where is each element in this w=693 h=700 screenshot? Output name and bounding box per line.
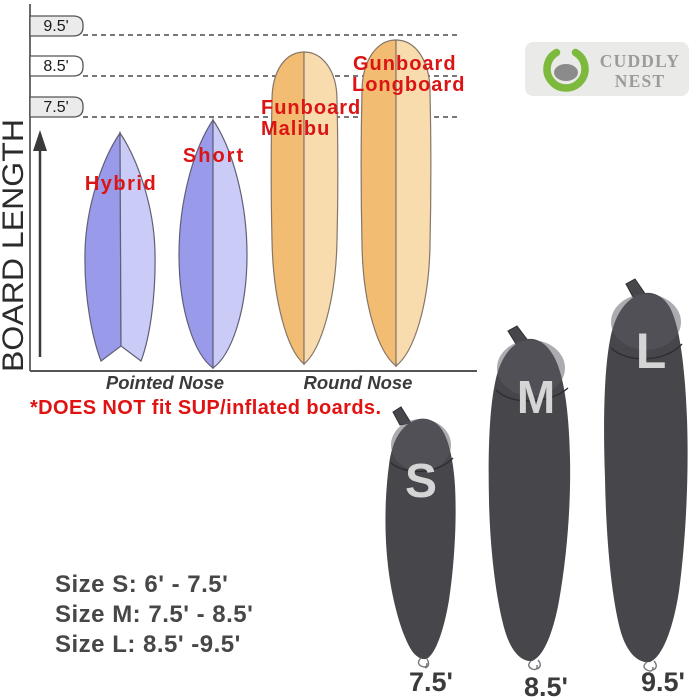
hybrid-label: Hybrid	[85, 173, 157, 195]
board-type-labels: Hybrid Short Funboard Malibu Gunboard Lo…	[85, 53, 465, 195]
size-legend-line-s: Size S: 6' - 7.5'	[55, 571, 228, 598]
cover-s-letter: S	[405, 455, 437, 508]
cover-size-m: M	[488, 325, 571, 671]
size-legend: Size S: 6' - 7.5' Size M: 7.5' - 8.5' Si…	[55, 571, 253, 658]
brand-name-line1: CUDDLY	[600, 51, 680, 71]
cover-l-nose-shading	[611, 294, 681, 350]
cover-l-letter: L	[636, 323, 667, 379]
nest-ring-icon	[543, 48, 589, 92]
gunboard-label-line1: Gunboard	[353, 53, 457, 75]
cover-s-nose-shading	[391, 419, 451, 471]
gunboard-right-half	[395, 39, 432, 368]
cover-m-seam	[495, 387, 569, 402]
warning-note: *DOES NOT fit SUP/inflated boards.	[30, 397, 381, 419]
cover-s-seam	[389, 457, 454, 473]
funboard-right-half	[303, 51, 339, 366]
tick-label-7-5: 7.5'	[43, 99, 68, 116]
cover-s-body	[385, 418, 456, 660]
nose-group-labels: Pointed Nose Round Nose	[106, 372, 413, 393]
tick-label-9-5: 9.5'	[43, 18, 68, 35]
funboard-label-line1: Funboard	[261, 97, 361, 119]
gunboard-left-half	[360, 39, 397, 368]
brand-name-line2: NEST	[615, 71, 666, 91]
pointed-nose-label: Pointed Nose	[106, 372, 224, 393]
y-axis-label: BOARD LENGTH	[0, 119, 30, 372]
board-length-arrow-head	[33, 130, 47, 151]
cover-l-length-label: 9.5'	[641, 667, 685, 697]
tick-box-7-5	[29, 96, 84, 118]
cover-l-drawstring	[643, 660, 657, 672]
hybrid-board-shape	[84, 131, 156, 362]
cover-l-seam	[610, 343, 683, 360]
cover-m-nose-shading	[497, 340, 565, 396]
cover-m-length-label: 8.5'	[524, 672, 568, 700]
tick-label-8-5: 8.5'	[43, 58, 68, 75]
funboard-label-line2: Malibu	[261, 118, 330, 140]
funboard-board-shape	[270, 51, 339, 366]
short-label: Short	[183, 145, 245, 167]
cover-s-length-label: 7.5'	[409, 667, 453, 697]
size-legend-line-l: Size L: 8.5' -9.5'	[55, 631, 241, 658]
tick-box-9-5	[29, 15, 84, 37]
brand-logo: CUDDLY NEST	[525, 42, 689, 96]
hybrid-left-half	[84, 131, 122, 362]
nest-egg-icon	[554, 64, 578, 81]
round-nose-label: Round Nose	[304, 372, 413, 393]
cover-size-s: S	[385, 406, 456, 669]
short-board-shape	[178, 118, 248, 370]
cover-s-drawstring	[417, 657, 430, 669]
cover-m-body	[488, 338, 571, 662]
short-left-half	[178, 118, 214, 370]
size-legend-line-m: Size M: 7.5' - 8.5'	[55, 601, 253, 628]
cover-length-labels: 7.5' 8.5' 9.5'	[409, 667, 685, 700]
cover-size-l: L	[604, 278, 688, 672]
gunboard-board-shape	[360, 39, 432, 368]
chart-axes: BOARD LENGTH	[0, 4, 477, 372]
cover-m-letter: M	[517, 371, 555, 423]
length-ticks: 9.5' 8.5' 7.5'	[29, 15, 460, 118]
cover-m-drawstring	[528, 659, 541, 671]
tick-box-8-5	[29, 55, 84, 77]
short-right-half	[212, 118, 248, 370]
hybrid-right-half	[119, 131, 156, 362]
gunboard-label-line2: Longboard	[352, 74, 465, 96]
logo-background	[525, 42, 689, 96]
funboard-left-half	[270, 51, 305, 366]
cover-l-body	[604, 292, 688, 663]
